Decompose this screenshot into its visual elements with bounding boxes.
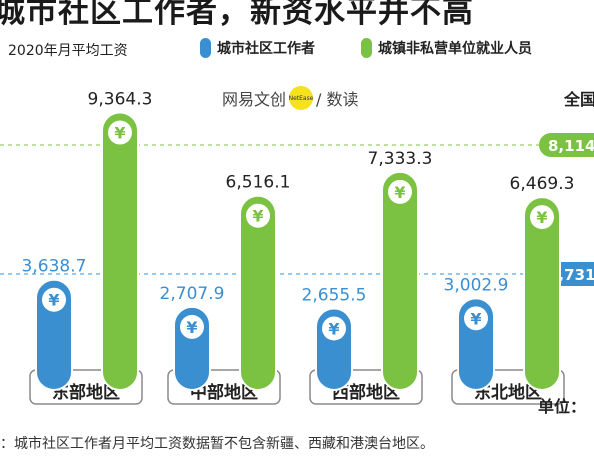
legend-label: 城市社区工作者 (217, 41, 315, 57)
currency-coin (246, 203, 270, 228)
bar (101, 111, 139, 391)
data-label: 2,707.9 (160, 284, 225, 304)
currency-coin (464, 306, 488, 331)
chart-title: 城市社区工作者，新资水平并不高 (0, 0, 474, 30)
currency-coin (108, 120, 132, 145)
chart-subtitle: 2020年月平均工资 (8, 43, 128, 59)
category-label: 东北地区 (474, 382, 542, 403)
currency-symbol: ¥ (48, 291, 59, 310)
brand-left: 网易文创 (222, 90, 287, 109)
currency-symbol: ¥ (536, 208, 547, 227)
reference-value-label: 8,114 (548, 137, 594, 155)
legend-item-community-workers: 城市社区工作者 (200, 38, 315, 58)
currency-symbol: ¥ (470, 309, 481, 328)
reference-value-pill (539, 133, 594, 157)
legend-swatch-green (361, 38, 372, 58)
data-label: 6,469.3 (510, 174, 575, 194)
currency-symbol: ¥ (328, 319, 339, 338)
category-label: 西部地区 (332, 382, 400, 403)
brand-watermark: 网易文创 NetEase / 数读 (222, 86, 359, 110)
brand-right: / 数读 (316, 90, 359, 109)
currency-symbol: ¥ (114, 124, 125, 143)
unit-label: 单位： (538, 397, 587, 416)
national-reference-label: 全国 (563, 90, 594, 109)
legend-swatch-blue (200, 38, 211, 58)
data-label: 3,638.7 (22, 257, 87, 277)
footnote: ：城市社区工作者月平均工资数据暂不包含新疆、西藏和港澳台地区。 (0, 436, 434, 452)
currency-coin (530, 205, 554, 230)
currency-symbol: ¥ (252, 207, 263, 226)
legend-label: 城镇非私营单位就业人员 (378, 41, 532, 57)
currency-symbol: ¥ (394, 183, 405, 202)
data-label: 9,364.3 (88, 90, 153, 110)
data-label: 2,655.5 (302, 285, 367, 305)
data-label: 7,333.3 (368, 149, 433, 169)
currency-coin (180, 314, 204, 339)
currency-coin (42, 287, 66, 312)
brand-badge: NetEase (289, 86, 313, 110)
bar (381, 170, 419, 391)
currency-coin (322, 316, 346, 341)
category-label: 东部地区 (52, 382, 120, 403)
bar (523, 196, 561, 391)
currency-coin (388, 179, 412, 204)
data-label: 6,516.1 (226, 173, 291, 193)
category-label: 中部地区 (190, 382, 258, 403)
bar (239, 194, 277, 391)
data-label: 3,002.9 (444, 275, 509, 295)
currency-symbol: ¥ (186, 318, 197, 337)
legend-item-urban-employees: 城镇非私营单位就业人员 (361, 38, 532, 58)
